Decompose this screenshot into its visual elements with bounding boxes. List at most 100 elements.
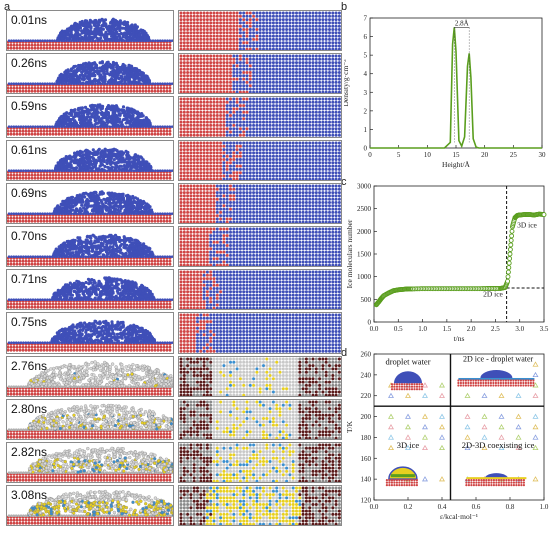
y-tick-label: 4 xyxy=(364,70,368,78)
phase-marker xyxy=(440,394,445,398)
ice-film xyxy=(466,477,526,479)
phase-marker xyxy=(389,425,394,429)
y-tick-label: 0 xyxy=(364,145,368,153)
top-view-snapshot xyxy=(178,226,342,267)
y-tick-label: 0 xyxy=(368,319,372,327)
side-view-snapshot: 2.76ns xyxy=(6,356,174,397)
y-tick-label: 120 xyxy=(361,497,372,505)
snapshot-row: 0.59ns xyxy=(6,96,343,137)
phase-marker xyxy=(440,425,445,429)
snapshot-row: 2.82ns xyxy=(6,442,343,483)
ice-count-point xyxy=(506,279,510,283)
2d-ice-droplet-illustration xyxy=(480,370,512,378)
y-axis-label: Density/g·cm⁻³ xyxy=(344,59,350,107)
x-tick-label: 2.0 xyxy=(467,325,476,333)
phase-marker xyxy=(440,477,445,481)
phase-marker xyxy=(516,394,521,398)
ice-count-point xyxy=(507,266,511,270)
phase-region-label: 2D-3D coexisting ice xyxy=(462,440,535,450)
y-tick-label: 3 xyxy=(364,89,368,97)
ice-count-point xyxy=(510,234,514,238)
y-axis-label: T/K xyxy=(345,420,354,433)
substrate-slab xyxy=(465,479,525,486)
phase-marker xyxy=(499,435,504,439)
phase-marker xyxy=(482,425,487,429)
x-tick-label: 0 xyxy=(368,151,372,159)
top-view-image xyxy=(179,97,341,136)
x-tick-label: 0.2 xyxy=(404,503,413,511)
phase-marker xyxy=(533,394,538,398)
phase-marker xyxy=(406,414,411,418)
top-view-snapshot xyxy=(178,442,342,483)
x-tick-label: 0.6 xyxy=(472,503,481,511)
y-axis-label: Ice moleculars number xyxy=(345,219,354,288)
phase-marker xyxy=(389,414,394,418)
y-tick-label: 1500 xyxy=(357,251,372,259)
y-tick-label: 1 xyxy=(364,126,368,134)
top-view-snapshot xyxy=(178,10,342,51)
ice-count-point xyxy=(508,252,512,256)
y-tick-label: 500 xyxy=(361,296,372,304)
side-view-snapshot: 0.71ns xyxy=(6,269,174,310)
x-tick-label: 15 xyxy=(453,151,461,159)
phase-marker xyxy=(440,414,445,418)
snapshot-time-label: 2.80ns xyxy=(11,402,47,416)
phase-region-label: 2D ice - droplet water xyxy=(463,354,534,363)
ice-count-point xyxy=(506,270,510,274)
side-view-snapshot: 2.80ns xyxy=(6,399,174,440)
x-tick-label: 0.4 xyxy=(438,503,447,511)
snapshot-time-label: 3.08ns xyxy=(11,488,47,502)
top-view-image xyxy=(179,313,341,352)
side-view-snapshot: 0.61ns xyxy=(6,140,174,181)
top-view-snapshot xyxy=(178,53,342,94)
phase-marker xyxy=(423,435,428,439)
top-view-image xyxy=(179,486,341,525)
y-tick-label: 2500 xyxy=(357,205,372,213)
plot-frame xyxy=(370,18,542,148)
top-view-snapshot xyxy=(178,356,342,397)
y-tick-label: 160 xyxy=(361,455,372,463)
top-view-image xyxy=(179,443,341,482)
snapshot-row: 0.70ns xyxy=(6,226,343,267)
snapshot-row: 0.75ns xyxy=(6,312,343,353)
y-tick-label: 180 xyxy=(361,434,372,442)
snapshot-time-label: 0.70ns xyxy=(11,229,47,243)
y-tick-label: 240 xyxy=(361,371,372,379)
x-tick-label: 1.0 xyxy=(418,325,427,333)
top-view-snapshot xyxy=(178,312,342,353)
phase-marker xyxy=(389,394,394,398)
phase-marker xyxy=(516,425,521,429)
phase-marker xyxy=(499,425,504,429)
top-view-image xyxy=(179,141,341,180)
substrate-slab xyxy=(386,479,418,486)
phase-region-label: 3D ice xyxy=(397,440,420,450)
top-view-image xyxy=(179,184,341,223)
side-view-snapshot: 0.75ns xyxy=(6,312,174,353)
phase-marker xyxy=(423,446,428,450)
side-view-snapshot: 0.26ns xyxy=(6,53,174,94)
phase-marker xyxy=(499,394,504,398)
x-tick-label: 25 xyxy=(510,151,518,159)
phase-marker xyxy=(482,414,487,418)
x-tick-label: 0.0 xyxy=(370,503,379,511)
x-tick-label: 30 xyxy=(539,151,547,159)
top-view-snapshot xyxy=(178,269,342,310)
snapshot-time-label: 0.01ns xyxy=(11,13,47,27)
x-tick-label: 5 xyxy=(397,151,401,159)
ice-count-point xyxy=(508,248,512,252)
x-axis-label: Height/Å xyxy=(442,160,470,169)
phase-marker xyxy=(533,414,538,418)
phase-marker xyxy=(533,373,538,377)
top-view-image xyxy=(179,270,341,309)
2d-ice-annotation: 2D ice xyxy=(483,290,503,299)
plot-frame xyxy=(374,186,544,322)
x-tick-label: 0.8 xyxy=(506,503,515,511)
phase-marker xyxy=(423,425,428,429)
ice-band xyxy=(391,474,415,477)
snapshot-row: 0.61ns xyxy=(6,140,343,181)
phase-marker xyxy=(389,435,394,439)
x-axis-label: t/ns xyxy=(454,334,465,343)
y-tick-label: 5 xyxy=(364,52,368,60)
